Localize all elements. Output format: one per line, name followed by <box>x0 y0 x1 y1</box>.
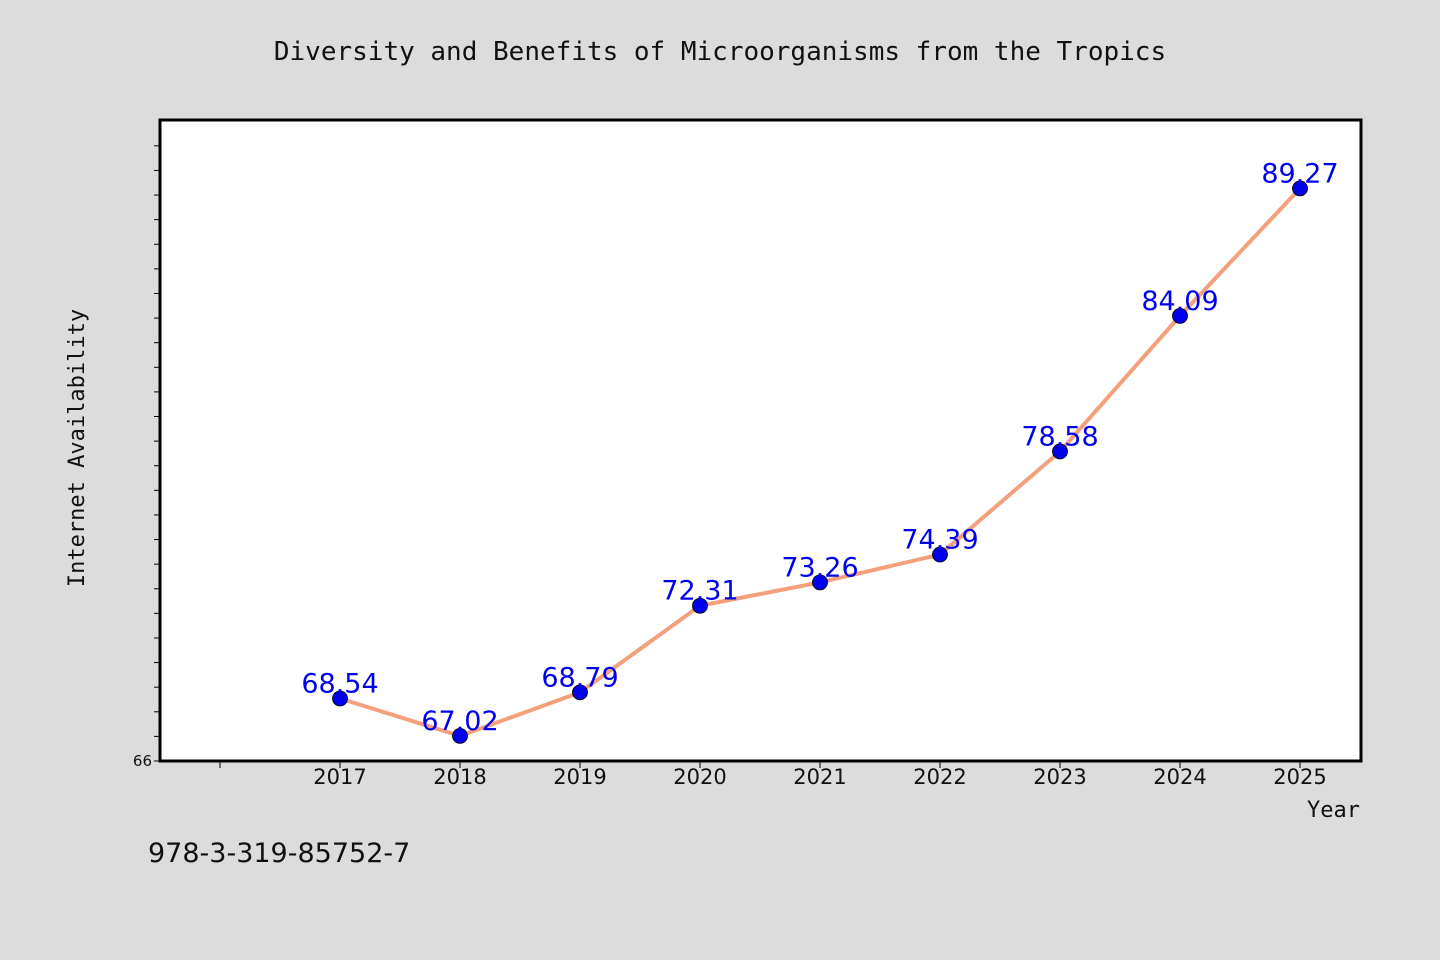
data-label: 67.02 <box>421 706 498 737</box>
y-tick-label: 66 <box>133 752 152 770</box>
data-point <box>452 728 468 744</box>
data-label: 68.79 <box>541 662 618 693</box>
y-axis-ticks: 66 <box>133 145 160 770</box>
plot-area <box>158 118 1363 763</box>
y-axis-label: Internet Availability <box>65 309 90 587</box>
x-tick-label: 2022 <box>913 765 966 789</box>
data-label: 84.09 <box>1141 286 1218 317</box>
x-axis-label: Year <box>1307 798 1360 823</box>
data-label: 73.26 <box>781 552 858 583</box>
data-point <box>932 546 948 563</box>
data-label: 89.27 <box>1261 158 1338 189</box>
data-label: 78.58 <box>1021 421 1098 452</box>
data-point <box>332 690 348 707</box>
series-group <box>332 180 1308 744</box>
x-tick-label: 2024 <box>1153 765 1206 789</box>
x-tick-label: 2023 <box>1033 765 1086 789</box>
data-label: 74.39 <box>901 525 978 556</box>
data-point <box>692 597 708 614</box>
data-label: 72.31 <box>661 576 738 607</box>
x-tick-label: 2017 <box>313 765 366 789</box>
x-tick-label: 2020 <box>673 765 726 789</box>
x-tick-label: 2018 <box>433 765 486 789</box>
x-tick-label: 2021 <box>793 765 846 789</box>
data-point <box>1052 443 1068 460</box>
data-point <box>1172 307 1188 324</box>
data-point <box>1292 180 1308 197</box>
data-point <box>572 684 588 701</box>
data-label-group: 68.54 67.02 68.79 72.31 73.26 74.39 78.58 84.09… <box>301 158 1338 736</box>
x-tick-label: 2019 <box>553 765 606 789</box>
data-point <box>812 574 828 591</box>
chart-title: Diversity and Benefits of Microorganisms… <box>274 37 1166 67</box>
isbn-footer: 978-3-319-85752-7 <box>148 838 410 869</box>
x-axis-ticks: 2017 2018 2019 2020 2021 2022 2023 2024 2025 <box>219 762 1327 789</box>
x-tick-label: 2025 <box>1273 765 1326 789</box>
data-label: 68.54 <box>301 668 378 699</box>
